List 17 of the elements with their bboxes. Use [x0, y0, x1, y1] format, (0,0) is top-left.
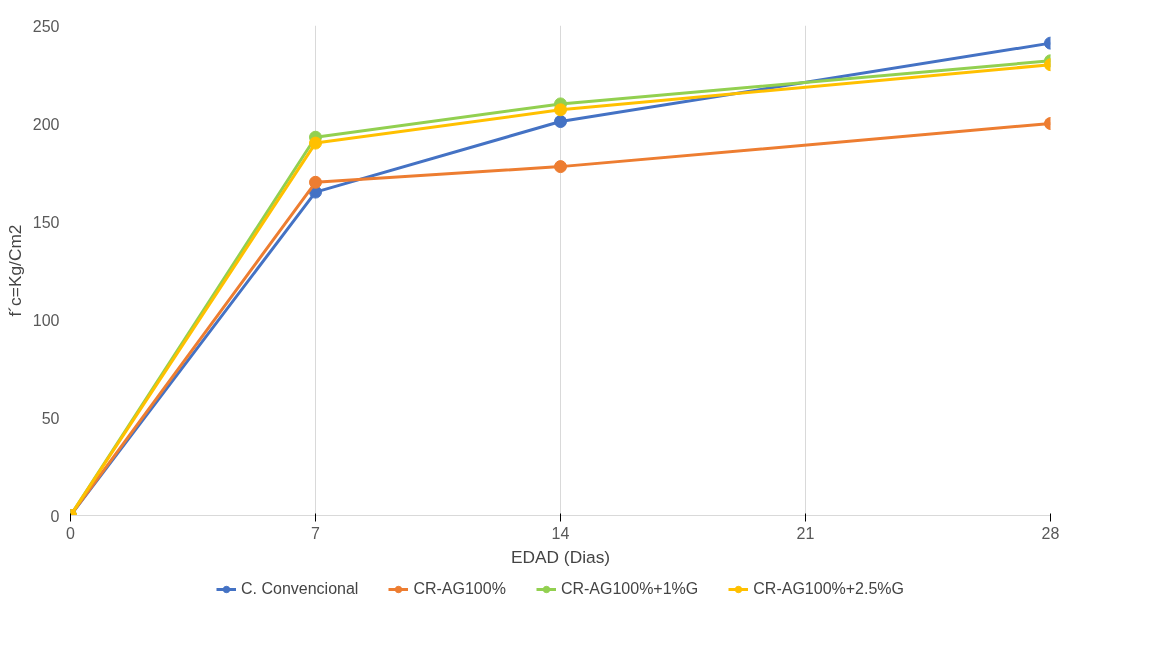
x-tick-label: 28	[1041, 524, 1060, 542]
x-tick-label: 0	[66, 524, 76, 542]
y-tick-label: 100	[32, 311, 60, 329]
x-tick-label: 21	[796, 524, 815, 542]
legend-label: CR-AG100%+1%G	[560, 580, 699, 598]
x-axis-title: EDAD (Dias)	[510, 546, 611, 567]
y-axis-title: f´c=Kg/Cm2	[4, 224, 25, 317]
y-tick-label: 50	[41, 409, 60, 427]
y-tick-label: 250	[32, 17, 60, 35]
y-tick-label: 200	[32, 115, 60, 133]
legend-label: C. Convencional	[240, 580, 359, 598]
x-tick-label: 7	[311, 524, 321, 542]
legend-label: CR-AG100%+2.5%G	[753, 580, 905, 598]
legend-label: CR-AG100%	[413, 580, 506, 598]
y-tick-label: 0	[50, 507, 60, 525]
x-tick-label: 14	[551, 524, 570, 542]
y-tick-label: 150	[32, 213, 60, 231]
